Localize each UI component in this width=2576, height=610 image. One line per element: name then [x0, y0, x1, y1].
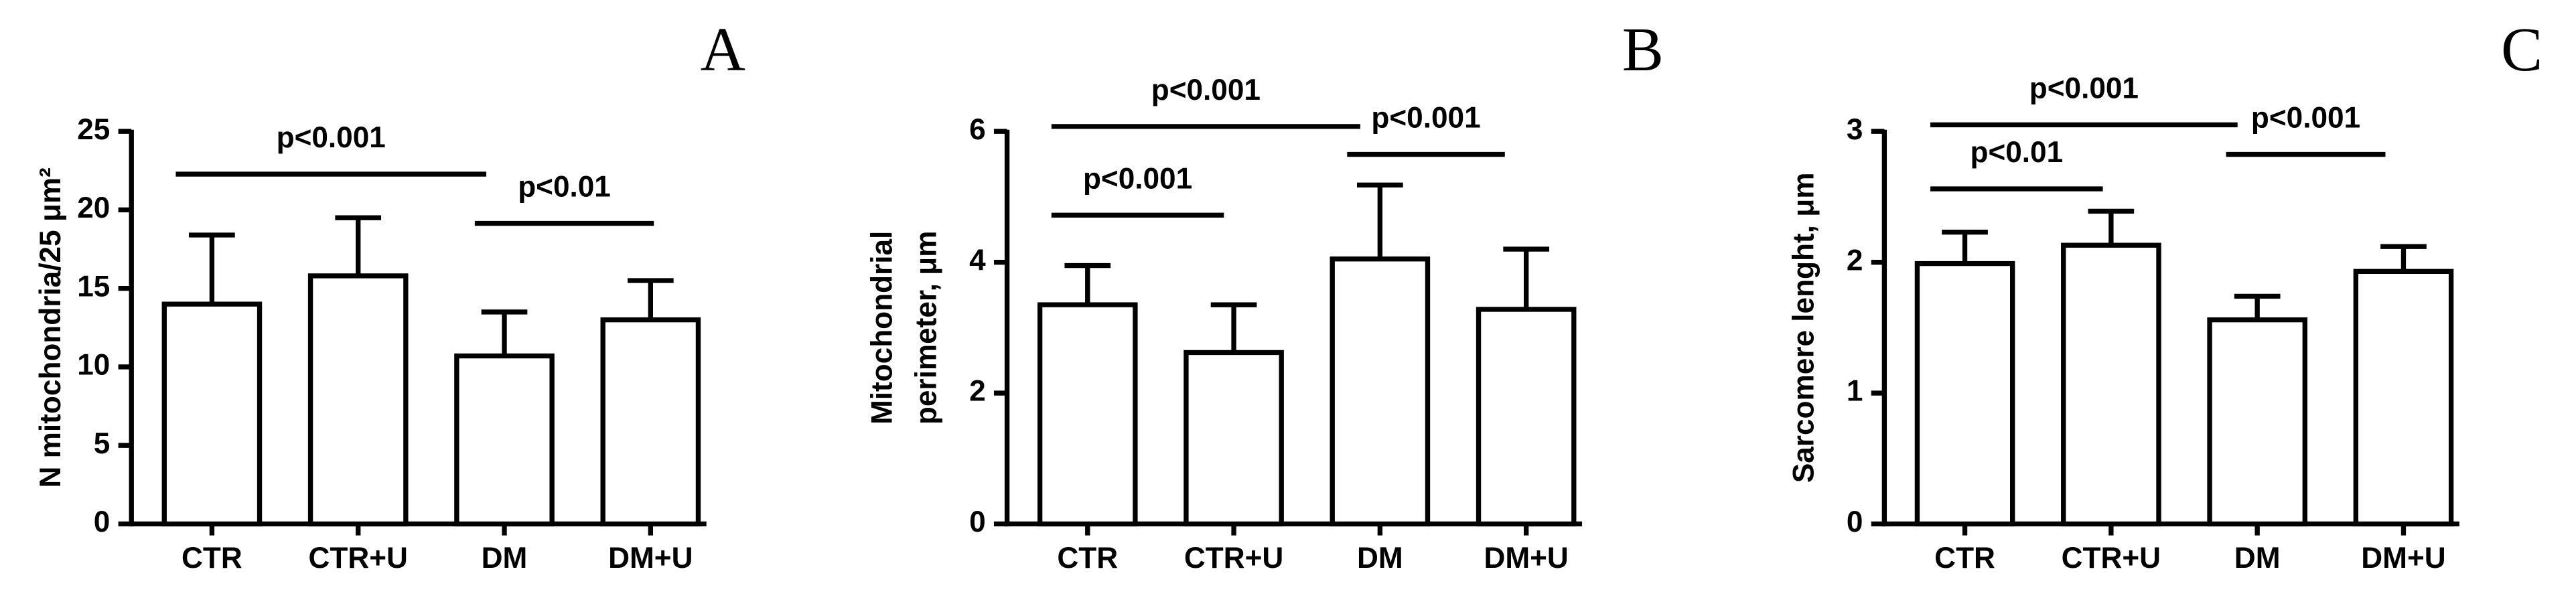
y-tick-label: 10 — [77, 349, 110, 382]
bar — [307, 273, 409, 527]
x-tick-label: DM — [482, 542, 528, 575]
y-tick-label: 15 — [77, 270, 110, 303]
y-axis-label: Sarcomere lenght, μm — [1787, 173, 1820, 483]
bar — [1914, 260, 2015, 527]
bar — [600, 317, 701, 527]
bar — [2207, 317, 2307, 527]
significance-label: p<0.001 — [2251, 102, 2360, 135]
y-axis-label: perimeter, μm — [910, 231, 942, 425]
bar — [454, 353, 555, 527]
significance-label: p<0.01 — [1970, 136, 2063, 169]
significance-label: p<0.001 — [1371, 102, 1480, 135]
y-tick-label: 4 — [969, 244, 986, 277]
y-axis-label: N mitochondria/25 μm² — [34, 167, 67, 487]
panel-title: B — [1622, 15, 1664, 84]
bar — [2353, 269, 2454, 527]
bar — [1476, 307, 1577, 527]
x-tick-label: DM+U — [1484, 542, 1569, 575]
bar — [1037, 302, 1138, 527]
significance-label: p<0.001 — [277, 121, 386, 154]
y-tick-label: 0 — [94, 506, 111, 538]
significance-label: p<0.01 — [518, 171, 611, 204]
y-axis-label: Mitochondrial — [865, 231, 898, 425]
significance-label: p<0.001 — [1083, 162, 1192, 195]
x-tick-label: DM+U — [608, 542, 693, 575]
panel-title: A — [701, 15, 745, 84]
y-tick-label: 2 — [1847, 244, 1863, 277]
x-tick-label: DM — [1357, 542, 1403, 575]
x-tick-label: DM — [2234, 542, 2281, 575]
y-tick-label: 6 — [969, 113, 986, 146]
x-tick-label: DM+U — [2361, 542, 2445, 575]
x-tick-label: CTR+U — [2062, 542, 2161, 575]
x-tick-label: CTR — [182, 542, 242, 575]
y-tick-label: 1 — [1847, 375, 1863, 408]
x-tick-label: CTR+U — [309, 542, 408, 575]
x-tick-label: CTR — [1934, 542, 1995, 575]
y-tick-label: 0 — [1847, 506, 1863, 538]
y-tick-label: 2 — [969, 375, 986, 408]
bar — [1330, 256, 1431, 527]
x-tick-label: CTR — [1057, 542, 1118, 575]
y-tick-label: 0 — [969, 506, 986, 538]
y-tick-label: 5 — [94, 427, 111, 460]
bar — [2061, 242, 2161, 527]
y-tick-label: 20 — [77, 192, 110, 224]
significance-label: p<0.001 — [1151, 74, 1261, 106]
panel-title: C — [2501, 15, 2543, 84]
bar — [1184, 350, 1284, 527]
y-tick-label: 3 — [1847, 113, 1863, 146]
x-tick-label: CTR+U — [1184, 542, 1283, 575]
y-tick-label: 25 — [77, 113, 110, 146]
significance-label: p<0.001 — [2029, 72, 2139, 105]
bar — [161, 301, 263, 527]
